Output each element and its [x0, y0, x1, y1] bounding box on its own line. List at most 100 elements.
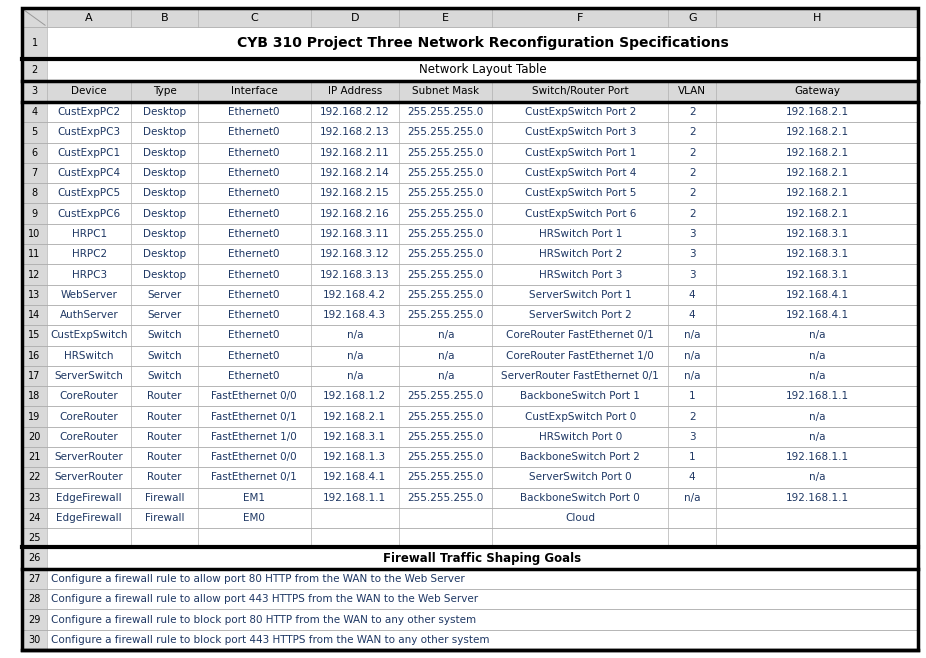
Text: HRSwitch: HRSwitch	[65, 351, 114, 361]
Text: CustExpPC2: CustExpPC2	[57, 107, 120, 117]
Text: Network Layout Table: Network Layout Table	[419, 63, 546, 76]
Text: 2: 2	[689, 148, 695, 158]
Bar	[22, 407, 47, 427]
Text: 25: 25	[29, 533, 41, 543]
Bar	[22, 163, 918, 183]
Text: CustExpSwitch Port 0: CustExpSwitch Port 0	[525, 412, 636, 422]
Text: C: C	[250, 13, 258, 22]
Bar	[22, 183, 918, 203]
Bar	[22, 183, 47, 203]
Text: 14: 14	[29, 310, 41, 320]
Bar	[22, 407, 918, 427]
Text: Ethernet0: Ethernet0	[229, 188, 280, 198]
Bar	[22, 122, 918, 143]
Bar	[22, 366, 47, 386]
Text: 255.255.255.0: 255.255.255.0	[407, 270, 484, 280]
Text: 255.255.255.0: 255.255.255.0	[407, 148, 484, 158]
Text: 2: 2	[689, 128, 695, 138]
Text: CustExpSwitch: CustExpSwitch	[50, 330, 128, 340]
Text: 4: 4	[689, 472, 695, 482]
Text: 192.168.3.13: 192.168.3.13	[320, 270, 390, 280]
Text: HRPC3: HRPC3	[71, 270, 106, 280]
Text: IP Address: IP Address	[328, 86, 382, 96]
Text: CustExpPC4: CustExpPC4	[57, 168, 120, 178]
Bar	[22, 224, 918, 244]
Bar	[22, 488, 47, 508]
Text: 192.168.2.1: 192.168.2.1	[785, 209, 849, 218]
Bar	[22, 305, 918, 325]
Text: n/a: n/a	[684, 493, 700, 503]
Bar	[22, 366, 918, 386]
Text: n/a: n/a	[684, 351, 700, 361]
Text: 192.168.1.1: 192.168.1.1	[785, 392, 849, 401]
Bar	[22, 285, 47, 305]
Text: E: E	[443, 13, 449, 22]
Text: Ethernet0: Ethernet0	[229, 290, 280, 300]
Text: 2: 2	[689, 412, 695, 422]
Text: n/a: n/a	[809, 330, 825, 340]
Text: 2: 2	[689, 107, 695, 117]
Text: Ethernet0: Ethernet0	[229, 148, 280, 158]
Bar	[22, 609, 918, 630]
Bar	[22, 630, 47, 650]
Text: 192.168.4.2: 192.168.4.2	[323, 290, 386, 300]
Text: 192.168.2.1: 192.168.2.1	[785, 148, 849, 158]
Text: n/a: n/a	[438, 351, 454, 361]
Text: EM1: EM1	[243, 493, 265, 503]
Text: Ethernet0: Ethernet0	[229, 351, 280, 361]
Bar	[22, 528, 47, 547]
Bar	[22, 589, 918, 609]
Text: 3: 3	[689, 270, 695, 280]
Text: 27: 27	[29, 574, 41, 584]
Text: Desktop: Desktop	[143, 209, 186, 218]
Text: Ethernet0: Ethernet0	[229, 107, 280, 117]
Text: 26: 26	[29, 553, 41, 563]
Text: 192.168.4.3: 192.168.4.3	[323, 310, 386, 320]
Bar	[22, 81, 47, 102]
Text: Subnet Mask: Subnet Mask	[412, 86, 480, 96]
Text: EdgeFirewall: EdgeFirewall	[56, 513, 122, 523]
Text: Interface: Interface	[231, 86, 278, 96]
Bar	[22, 203, 918, 224]
Text: CustExpSwitch Port 1: CustExpSwitch Port 1	[524, 148, 636, 158]
Text: Ethernet0: Ethernet0	[229, 270, 280, 280]
Text: 192.168.2.1: 192.168.2.1	[785, 128, 849, 138]
Text: Firewall: Firewall	[144, 493, 184, 503]
Bar	[22, 8, 47, 27]
Text: Cloud: Cloud	[565, 513, 595, 523]
Text: Desktop: Desktop	[143, 128, 186, 138]
Bar	[22, 143, 47, 163]
Text: HRPC2: HRPC2	[71, 249, 106, 259]
Text: 16: 16	[29, 351, 41, 361]
Text: BackboneSwitch Port 1: BackboneSwitch Port 1	[520, 392, 640, 401]
Text: 24: 24	[29, 513, 41, 523]
Text: Server: Server	[147, 290, 181, 300]
Text: A: A	[85, 13, 93, 22]
Bar	[22, 265, 47, 285]
Text: HRSwitch Port 0: HRSwitch Port 0	[539, 432, 622, 442]
Text: 192.168.3.1: 192.168.3.1	[785, 229, 849, 239]
Bar	[22, 386, 918, 407]
Text: CustExpSwitch Port 4: CustExpSwitch Port 4	[524, 168, 636, 178]
Text: n/a: n/a	[809, 472, 825, 482]
Text: Router: Router	[147, 452, 181, 462]
Text: 255.255.255.0: 255.255.255.0	[407, 290, 484, 300]
Bar	[22, 547, 918, 569]
Text: Ethernet0: Ethernet0	[229, 128, 280, 138]
Bar	[22, 325, 918, 345]
Text: Router: Router	[147, 432, 181, 442]
Text: 255.255.255.0: 255.255.255.0	[407, 412, 484, 422]
Text: Desktop: Desktop	[143, 148, 186, 158]
Text: 29: 29	[29, 615, 41, 624]
Text: Firewall Traffic Shaping Goals: Firewall Traffic Shaping Goals	[383, 551, 582, 565]
Bar	[22, 325, 47, 345]
Text: 10: 10	[29, 229, 41, 239]
Text: 192.168.3.1: 192.168.3.1	[323, 432, 386, 442]
Text: 15: 15	[29, 330, 41, 340]
Text: Ethernet0: Ethernet0	[229, 371, 280, 381]
Text: 9: 9	[31, 209, 38, 218]
Bar	[22, 427, 47, 447]
Text: FastEthernet 0/1: FastEthernet 0/1	[211, 412, 297, 422]
Text: 192.168.2.1: 192.168.2.1	[785, 188, 849, 198]
Text: 192.168.1.1: 192.168.1.1	[323, 493, 386, 503]
